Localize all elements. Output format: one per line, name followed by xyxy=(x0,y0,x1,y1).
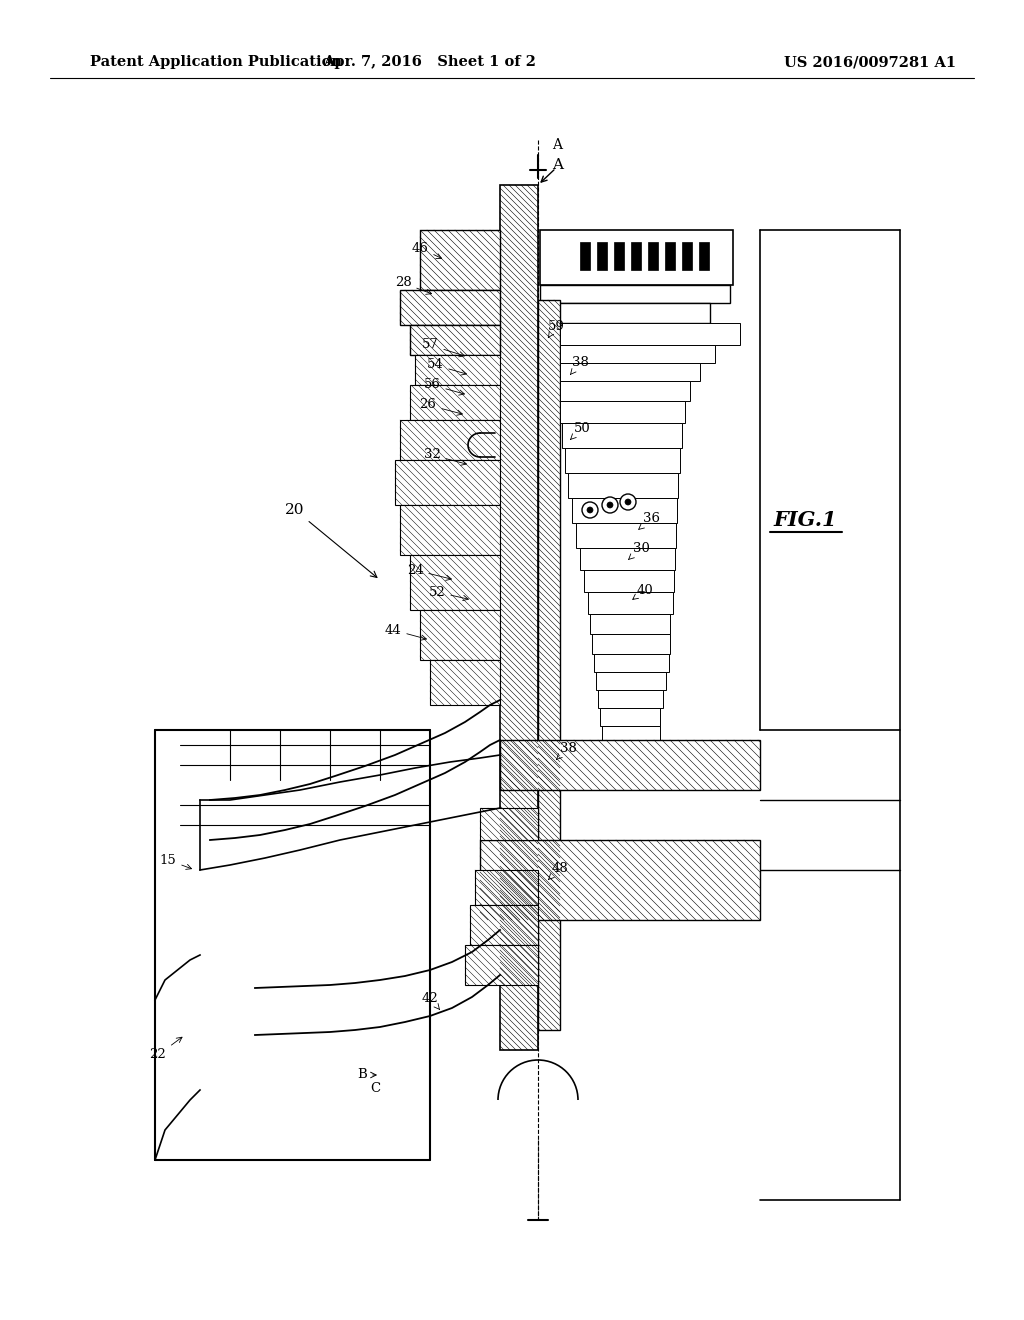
Text: C: C xyxy=(370,1081,380,1094)
Text: A: A xyxy=(553,158,563,172)
Text: 24: 24 xyxy=(407,564,452,581)
Bar xyxy=(480,808,538,840)
Circle shape xyxy=(587,507,593,513)
Bar xyxy=(565,447,680,473)
Bar xyxy=(596,672,666,690)
Bar xyxy=(420,230,500,290)
Bar xyxy=(562,422,682,447)
Text: 52: 52 xyxy=(429,586,468,601)
Bar xyxy=(540,285,730,304)
Bar xyxy=(590,614,670,634)
Bar xyxy=(470,906,538,945)
Text: 42: 42 xyxy=(422,991,439,1010)
Bar xyxy=(594,653,669,672)
Text: 50: 50 xyxy=(570,421,591,440)
Bar xyxy=(597,242,607,271)
Bar xyxy=(568,473,678,498)
Text: 36: 36 xyxy=(639,511,660,529)
Bar xyxy=(395,459,500,506)
Bar xyxy=(580,242,590,271)
Text: 30: 30 xyxy=(629,541,649,560)
Text: 48: 48 xyxy=(549,862,568,879)
Bar xyxy=(410,385,500,420)
Text: 46: 46 xyxy=(412,242,441,259)
Bar xyxy=(560,345,715,363)
Bar xyxy=(602,726,660,742)
Text: 54: 54 xyxy=(427,359,467,375)
Bar xyxy=(430,660,500,705)
Bar xyxy=(588,591,673,614)
Bar xyxy=(598,690,663,708)
Bar xyxy=(480,840,760,920)
Circle shape xyxy=(602,498,618,513)
Bar xyxy=(410,554,500,610)
Bar xyxy=(538,300,560,1030)
Text: 28: 28 xyxy=(394,276,431,294)
Bar xyxy=(400,506,500,554)
Bar xyxy=(682,242,692,271)
Text: B: B xyxy=(357,1068,367,1081)
Bar xyxy=(648,242,658,271)
Text: 44: 44 xyxy=(385,623,426,640)
Bar xyxy=(560,381,690,401)
Bar xyxy=(415,355,500,385)
Circle shape xyxy=(625,499,631,506)
Text: 38: 38 xyxy=(570,356,589,375)
Bar xyxy=(631,242,641,271)
Circle shape xyxy=(620,494,636,510)
Text: 56: 56 xyxy=(424,379,465,395)
Text: 40: 40 xyxy=(633,583,653,599)
Bar xyxy=(560,323,740,345)
Text: 26: 26 xyxy=(420,399,463,416)
Text: 20: 20 xyxy=(286,503,377,577)
Text: A: A xyxy=(552,139,562,152)
Bar xyxy=(540,230,733,285)
Bar xyxy=(592,634,670,653)
Text: 38: 38 xyxy=(556,742,577,759)
Text: 59: 59 xyxy=(548,319,564,338)
Bar xyxy=(600,708,660,726)
Bar xyxy=(465,945,538,985)
Text: 22: 22 xyxy=(150,1038,182,1061)
Bar xyxy=(475,870,538,906)
Circle shape xyxy=(607,502,613,508)
Bar xyxy=(575,523,676,548)
Text: Patent Application Publication: Patent Application Publication xyxy=(90,55,342,69)
Text: 57: 57 xyxy=(422,338,465,356)
Bar xyxy=(410,325,500,355)
Text: 15: 15 xyxy=(160,854,191,870)
Circle shape xyxy=(582,502,598,517)
Bar xyxy=(560,401,685,422)
Bar xyxy=(580,548,675,570)
Bar xyxy=(420,610,500,660)
Bar xyxy=(584,570,674,591)
Text: 32: 32 xyxy=(424,449,466,465)
Bar xyxy=(699,242,709,271)
Bar xyxy=(540,304,710,323)
Text: US 2016/0097281 A1: US 2016/0097281 A1 xyxy=(784,55,956,69)
Text: FIG.1: FIG.1 xyxy=(773,510,837,531)
Bar xyxy=(572,498,677,523)
Bar xyxy=(500,185,538,1049)
Bar xyxy=(400,290,500,325)
Bar xyxy=(400,420,500,459)
Bar xyxy=(500,741,760,789)
Text: Apr. 7, 2016   Sheet 1 of 2: Apr. 7, 2016 Sheet 1 of 2 xyxy=(324,55,537,69)
Bar xyxy=(665,242,675,271)
Bar xyxy=(614,242,624,271)
Bar xyxy=(560,363,700,381)
